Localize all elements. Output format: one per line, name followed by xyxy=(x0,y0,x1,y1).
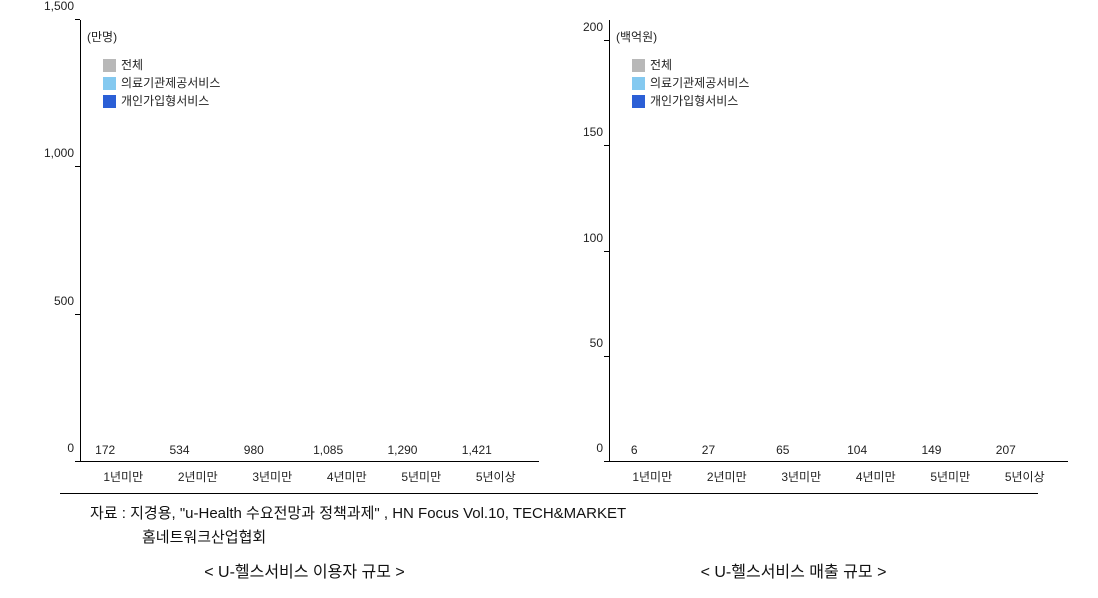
bar-value-label: 1,421 xyxy=(462,443,492,457)
x-tick-label: 3년미만 xyxy=(235,468,310,485)
source-divider xyxy=(60,493,1038,494)
x-tick-label: 1년미만 xyxy=(86,468,161,485)
x-tick-label: 3년미만 xyxy=(764,468,839,485)
bar-value-label: 1,085 xyxy=(313,443,343,457)
x-tick-label: 5년미만 xyxy=(913,468,988,485)
caption-right: < U-헬스서비스 매출 규모 > xyxy=(549,558,1038,582)
caption-left: < U-헬스서비스 이용자 규모 > xyxy=(60,558,549,582)
bar-value-label: 172 xyxy=(95,443,115,457)
bar-value-label: 534 xyxy=(169,443,189,457)
x-tick-label: 1년미만 xyxy=(615,468,690,485)
bar-value-label: 27 xyxy=(702,443,715,457)
chart-users: 05001,0001,500 (만명) 전체 의료기관제공서비스 개인가입형서비… xyxy=(30,20,539,485)
y-tick-label: 500 xyxy=(54,294,74,308)
bars-container-left: 172 534 980 1,085 1,290 1,421 xyxy=(81,20,539,461)
y-tick-label: 150 xyxy=(583,125,603,139)
y-axis-left: 05001,0001,500 xyxy=(30,20,80,462)
bar-value-label: 65 xyxy=(776,443,789,457)
source-line-1: 자료 : 지경용, "u-Health 수요전망과 정책과제" , HN Foc… xyxy=(90,502,1008,526)
bar-value-label: 149 xyxy=(921,443,941,457)
plot-region-left: (만명) 전체 의료기관제공서비스 개인가입형서비스 172534 xyxy=(80,20,539,462)
bar-value-label: 6 xyxy=(631,443,638,457)
y-tick-label: 0 xyxy=(67,441,74,455)
plot-region-right: (백억원) 전체 의료기관제공서비스 개인가입형서비스 62765 xyxy=(609,20,1068,462)
x-tick-label: 2년미만 xyxy=(690,468,765,485)
y-tick-label: 0 xyxy=(596,441,603,455)
x-axis-left: 1년미만2년미만3년미만4년미만5년미만5년이상 xyxy=(30,462,539,485)
bar-value-label: 980 xyxy=(244,443,264,457)
captions-row: < U-헬스서비스 이용자 규모 > < U-헬스서비스 매출 규모 > xyxy=(30,552,1068,582)
bar-value-label: 1,290 xyxy=(387,443,417,457)
source-line-2: 홈네트워크산업협회 xyxy=(90,526,1008,550)
x-tick-label: 4년미만 xyxy=(310,468,385,485)
bar-value-label: 104 xyxy=(847,443,867,457)
charts-row: 05001,0001,500 (만명) 전체 의료기관제공서비스 개인가입형서비… xyxy=(30,20,1068,485)
chart-area-left: 05001,0001,500 (만명) 전체 의료기관제공서비스 개인가입형서비… xyxy=(30,20,539,462)
x-tick-label: 2년미만 xyxy=(161,468,236,485)
y-tick-label: 100 xyxy=(583,231,603,245)
x-tick-label: 5년미만 xyxy=(384,468,459,485)
bars-container-right: 6 27 65 104 149 207 xyxy=(610,20,1068,461)
chart-revenue: 050100150200 (백억원) 전체 의료기관제공서비스 개인가입형서비스 xyxy=(559,20,1068,485)
y-tick-label: 50 xyxy=(590,336,603,350)
y-axis-right: 0 50 100 150 200 xyxy=(559,20,609,462)
bar-value-label: 207 xyxy=(996,443,1016,457)
x-tick-label: 4년미만 xyxy=(839,468,914,485)
source-block: 자료 : 지경용, "u-Health 수요전망과 정책과제" , HN Foc… xyxy=(30,498,1068,552)
y-tick-label: 1,500 xyxy=(44,0,74,13)
chart-area-right: 050100150200 (백억원) 전체 의료기관제공서비스 개인가입형서비스 xyxy=(559,20,1068,462)
x-tick-label: 5년이상 xyxy=(988,468,1063,485)
x-axis-right: 1년미만2년미만3년미만4년미만5년미만5년이상 xyxy=(559,462,1068,485)
x-tick-label: 5년이상 xyxy=(459,468,534,485)
y-tick-label: 200 xyxy=(583,20,603,34)
y-tick-label: 1,000 xyxy=(44,146,74,160)
